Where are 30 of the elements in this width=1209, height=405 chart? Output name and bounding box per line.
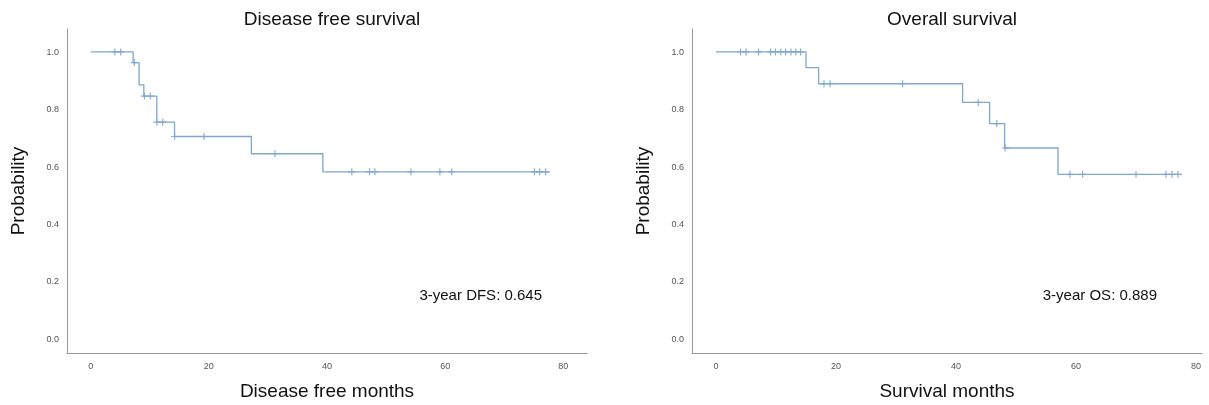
y-tick-label: 0.0 <box>671 333 684 344</box>
y-tick-label: 0.6 <box>671 161 684 172</box>
chart-title: Overall survival <box>887 8 1017 29</box>
x-tick-label: 40 <box>950 360 962 371</box>
x-axis-title: Survival months <box>879 380 1015 401</box>
y-tick-label: 0.2 <box>671 276 684 287</box>
x-axis-title: Disease free months <box>239 380 415 401</box>
x-tick-label: 80 <box>1190 360 1202 371</box>
y-axis-title: Probability <box>7 146 28 236</box>
x-tick-label: 0 <box>713 360 719 371</box>
annotation: 3-year DFS: 0.645 <box>419 286 543 303</box>
x-tick-label: 20 <box>830 360 842 371</box>
y-tick-label: 1.0 <box>46 46 59 57</box>
y-tick-label: 0.4 <box>46 218 59 229</box>
y-tick-label: 0.2 <box>46 276 59 287</box>
x-tick-label: 80 <box>558 360 569 371</box>
chart-title: Disease free survival <box>243 8 421 29</box>
y-tick-label: 0.6 <box>46 161 59 172</box>
y-tick-label: 0.4 <box>671 218 684 229</box>
y-tick-label: 0.8 <box>46 104 59 115</box>
x-tick-label: 60 <box>1070 360 1082 371</box>
x-tick-label: 40 <box>321 360 333 371</box>
annotation: 3-year OS: 0.889 <box>1042 286 1158 303</box>
y-tick-label: 0.8 <box>671 104 684 115</box>
y-tick-label: 1.0 <box>671 46 684 57</box>
x-tick-label: 60 <box>440 360 451 371</box>
x-tick-label: 20 <box>203 360 214 371</box>
x-tick-label: 0 <box>88 360 94 371</box>
y-tick-label: 0.0 <box>46 333 59 344</box>
y-axis-title: Probability <box>632 146 653 236</box>
